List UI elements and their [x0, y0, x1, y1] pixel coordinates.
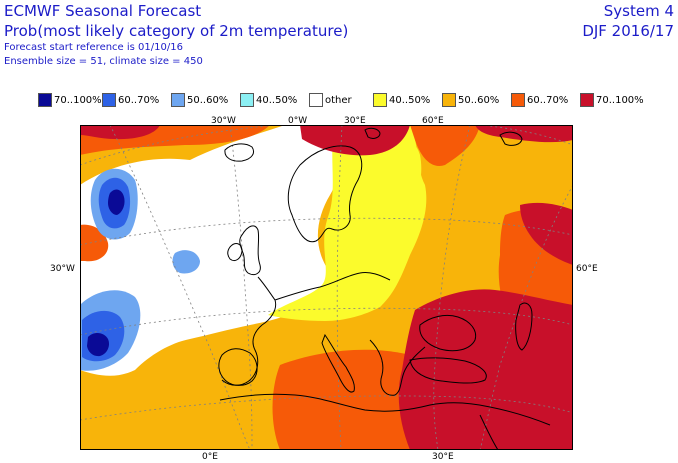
shading-darkred-arctic-east [475, 125, 573, 143]
legend-item-cold-50-60: 50..60% [171, 93, 228, 107]
legend-item-warm-60-70: 60..70% [511, 93, 568, 107]
legend-label: 70..100% [54, 94, 102, 106]
parallel-line [80, 307, 573, 336]
shading-darkred-east [520, 202, 573, 265]
coast-italy [321, 333, 355, 393]
coast-ireland [227, 243, 243, 262]
coast-black-sea [419, 314, 477, 352]
coast-iberia [218, 348, 258, 386]
graticule-label-top: 60°E [422, 116, 444, 126]
forecast-map [80, 125, 573, 450]
coast-arctic-islands [364, 127, 381, 139]
legend-label: 50..60% [458, 94, 500, 106]
coast-europe-west [221, 276, 277, 386]
coastlines [218, 127, 551, 450]
legend-label: other [325, 94, 352, 106]
legend-item-cold-60-70: 60..70% [102, 93, 159, 107]
shading-darkred-top [80, 125, 160, 140]
meridian-line [336, 125, 343, 450]
legend-label: 60..70% [527, 94, 569, 106]
shading-yellow-scandinavia [367, 135, 422, 229]
graticule [80, 125, 573, 450]
legend-swatch [171, 93, 185, 107]
legend-swatch [373, 93, 387, 107]
meridian-line [433, 125, 471, 450]
shading-darkred-southeast [398, 289, 573, 450]
coast-turkey [409, 357, 487, 384]
map-subtitle: Prob(most likely category of 2m temperat… [4, 22, 349, 40]
map-frame [80, 125, 573, 450]
parallel-line [80, 395, 573, 421]
ensemble-size: Ensemble size = 51, climate size = 450 [4, 56, 203, 67]
graticule-label-left: 30°W [50, 264, 75, 274]
legend-swatch [511, 93, 525, 107]
graticule-label-top: 30°E [344, 116, 366, 126]
graticule-label-right: 60°E [576, 264, 598, 274]
coast-europe-central [274, 272, 391, 301]
map-canvas [80, 125, 573, 450]
legend-label: 60..70% [118, 94, 160, 106]
legend-label: 50..60% [187, 94, 229, 106]
legend-item-cold-70-100: 70..100% [38, 93, 102, 107]
season-label: DJF 2016/17 [582, 22, 674, 40]
legend-swatch [580, 93, 594, 107]
system-label: System 4 [603, 2, 674, 20]
meridian-line [479, 184, 573, 450]
shading-blue-patch-south [87, 333, 110, 357]
legend-label: 70..100% [596, 94, 644, 106]
coast-north-africa [219, 393, 551, 426]
legend-item-warm-50-60: 50..60% [442, 93, 499, 107]
legend-item-warm-40-50: 40..50% [373, 93, 430, 107]
legend-swatch [102, 93, 116, 107]
meridian-line [229, 125, 253, 450]
coast-iceland [224, 143, 255, 162]
graticule-label-bottom: 30°E [432, 452, 454, 462]
legend-swatch [38, 93, 52, 107]
graticule-label-top: 0°W [288, 116, 308, 126]
legend-swatch [240, 93, 254, 107]
legend-label: 40..50% [256, 94, 298, 106]
meridian-line [109, 125, 251, 450]
legend-label: 40..50% [389, 94, 431, 106]
legend-swatch [309, 93, 323, 107]
legend-item-other: other [309, 93, 352, 107]
shading-cyan-patch-mid [172, 250, 200, 274]
map-title: ECMWF Seasonal Forecast [4, 2, 202, 20]
legend: 70..100% 60..70% 50..60% 40..50% other 4… [38, 93, 658, 107]
coast-arctic-islands-east [499, 131, 523, 146]
legend-item-warm-70-100: 70..100% [580, 93, 644, 107]
graticule-label-bottom: 0°E [202, 452, 218, 462]
coast-caspian [515, 302, 533, 351]
graticule-label-top: 30°W [211, 116, 236, 126]
shading-blue-patch-north [108, 189, 125, 215]
forecast-start-reference: Forecast start reference is 01/10/16 [4, 42, 183, 53]
coast-red-sea [479, 414, 499, 450]
legend-item-cold-40-50: 40..50% [240, 93, 297, 107]
shading-red-orange-north-east [410, 125, 480, 166]
legend-swatch [442, 93, 456, 107]
coast-scandinavia [287, 145, 363, 243]
